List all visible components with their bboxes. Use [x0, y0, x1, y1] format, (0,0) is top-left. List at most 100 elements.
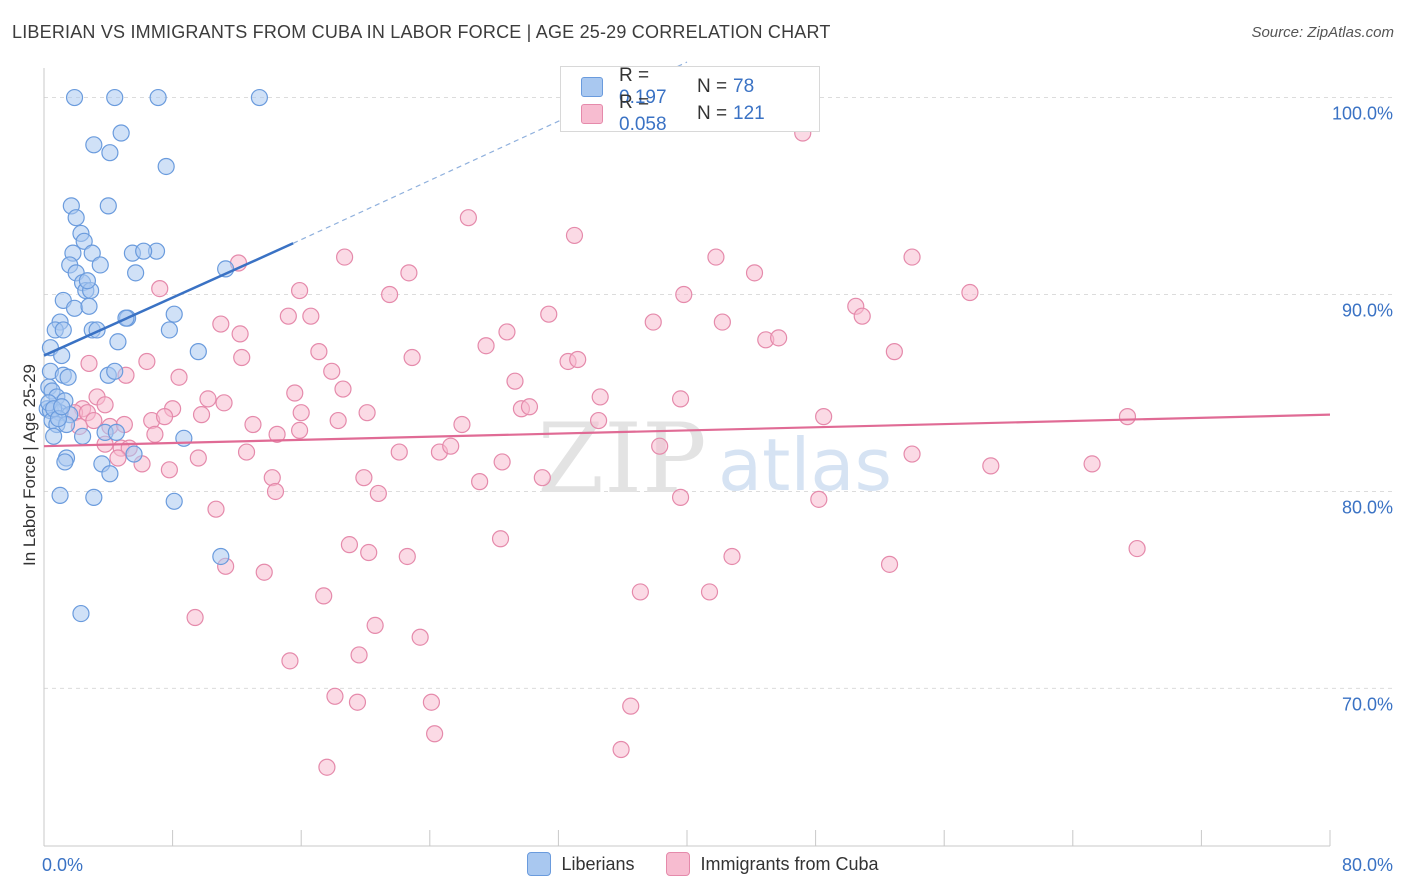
cuba-point — [138, 352, 156, 371]
cuba-point — [707, 248, 725, 266]
liberian-point — [78, 272, 97, 290]
cuba-point — [212, 315, 230, 333]
legend-item-liberians[interactable]: Liberians — [527, 852, 634, 876]
legend-row-cuba: R = 0.058 N = 121 — [581, 92, 765, 135]
cuba-point — [192, 406, 211, 424]
liberian-point — [72, 604, 90, 623]
cuba-point — [151, 279, 169, 298]
cuba-point — [533, 469, 551, 487]
cuba-point — [334, 380, 352, 398]
cuba-point — [411, 628, 429, 646]
cuba-point — [520, 398, 539, 416]
cuba-point — [215, 394, 233, 412]
liberian-point — [83, 244, 101, 262]
correlation-legend: R = 0.197 N = 78 R = 0.058 N = 121 — [560, 65, 820, 135]
cuba-point — [442, 437, 460, 455]
cuba-point — [675, 285, 693, 304]
cuba-point — [880, 555, 899, 573]
liberians-legend-label: Liberians — [561, 853, 635, 874]
cuba-point — [1083, 455, 1101, 473]
data-points — [38, 88, 1146, 776]
r-label: R = — [619, 92, 650, 113]
cuba-point — [80, 354, 98, 373]
liberian-point — [189, 343, 207, 361]
cuba-point — [315, 587, 333, 605]
n-label: N = — [697, 103, 728, 124]
chart-title: LIBERIAN VS IMMIGRANTS FROM CUBA IN LABO… — [12, 22, 831, 42]
cuba-point — [360, 543, 378, 562]
cuba-point — [622, 697, 640, 715]
cuba-point — [329, 411, 347, 430]
liberian-point — [54, 321, 72, 339]
cuba-point — [207, 500, 225, 518]
liberian-point — [135, 242, 153, 260]
cuba-point — [96, 396, 114, 414]
cuba-point — [565, 226, 584, 245]
y-tick-label: 100.0% — [1332, 104, 1393, 124]
cuba-point — [279, 307, 297, 325]
liberian-point — [107, 423, 125, 441]
liberian-point — [106, 362, 124, 380]
y-axis-label: In Labor Force | Age 25-29 — [20, 364, 39, 566]
liberian-point — [53, 398, 71, 416]
cuba-point — [189, 449, 207, 467]
cuba-point — [903, 248, 921, 266]
cuba-r-value: 0.058 — [619, 114, 667, 135]
cuba-point — [85, 411, 103, 430]
liberian-point — [109, 333, 127, 351]
tick-labels: 70.0% 80.0% 90.0% 100.0% 0.0% 80.0% — [42, 104, 1393, 875]
cuba-point — [237, 443, 256, 461]
cuba-point — [109, 449, 127, 467]
liberians-n-value: 78 — [733, 76, 755, 97]
cuba-point — [146, 425, 164, 443]
cuba-point — [631, 583, 649, 601]
cuba-point — [540, 305, 558, 323]
cuba-point — [340, 536, 359, 554]
cuba-point — [292, 404, 310, 422]
liberian-point — [51, 486, 69, 505]
n-label: N = — [697, 76, 728, 97]
cuba-point — [323, 362, 341, 380]
cuba-point — [186, 608, 204, 627]
cuba-point — [310, 343, 328, 361]
cuba-point — [612, 740, 630, 759]
cuba-point — [885, 343, 903, 361]
liberian-point — [106, 88, 124, 107]
cuba-point — [403, 348, 421, 367]
r-label: R = — [619, 65, 650, 86]
cuba-point — [982, 457, 1000, 475]
watermark-atlas: atlas — [718, 423, 892, 507]
cuba-trend-line — [43, 413, 1331, 448]
liberians-legend-swatch — [527, 852, 552, 876]
source-label: Source: ZipAtlas.com — [1251, 24, 1394, 41]
cuba-point — [426, 725, 444, 743]
cuba-point — [199, 390, 217, 408]
cuba-point — [506, 372, 524, 390]
liberian-point — [85, 488, 103, 506]
cuba-point — [170, 368, 188, 386]
series-legend: Liberians Immigrants from Cuba — [0, 852, 1406, 876]
liberian-point — [91, 256, 109, 274]
cuba-swatch — [581, 104, 603, 124]
cuba-point — [723, 547, 741, 566]
legend-item-cuba[interactable]: Immigrants from Cuba — [666, 852, 879, 876]
liberian-point — [85, 136, 103, 154]
cuba-point — [255, 563, 273, 581]
cuba-point — [453, 415, 471, 434]
cuba-point — [853, 307, 871, 325]
cuba-point — [350, 646, 368, 664]
cuba-point — [398, 547, 416, 566]
cuba-point — [961, 283, 979, 302]
cuba-point — [281, 652, 299, 670]
liberian-point — [99, 197, 117, 215]
cuba-point — [348, 693, 367, 711]
cuba-legend-swatch — [666, 852, 691, 876]
liberians-r-value: 0.197 — [619, 87, 667, 108]
liberian-point — [45, 427, 63, 445]
cuba-point — [266, 482, 285, 501]
cuba-point — [326, 687, 344, 705]
cuba-point — [355, 469, 373, 487]
cuba-point — [671, 390, 690, 408]
legend-row-liberians: R = 0.197 N = 78 — [581, 65, 755, 108]
